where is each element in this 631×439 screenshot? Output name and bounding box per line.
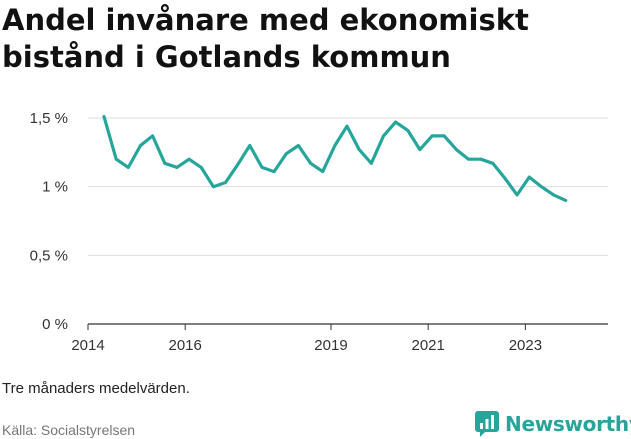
data-point <box>455 148 458 151</box>
data-point <box>151 134 155 138</box>
data-point <box>199 166 203 169</box>
x-tick-label: 2016 <box>169 337 202 354</box>
data-point <box>139 144 142 147</box>
newsworthy-logo: Newsworthy <box>475 409 631 439</box>
data-point <box>284 152 288 156</box>
data-point <box>236 163 240 167</box>
x-tick-label: 2014 <box>71 337 104 354</box>
newsworthy-logo-icon <box>475 411 499 437</box>
data-point <box>467 157 470 161</box>
data-point <box>175 166 179 169</box>
x-tick-label: 2021 <box>411 337 444 354</box>
data-point <box>540 185 543 189</box>
y-tick-label: 1,5 % <box>30 110 68 127</box>
chart-title-line-2: bistånd i Gotlands kommun <box>2 40 451 74</box>
data-point <box>515 193 519 197</box>
data-point <box>527 175 531 179</box>
data-point <box>503 177 507 180</box>
line-chart: 0 % 0,5 % 1 % 1,5 % 2014 2016 2019 2021 2023 <box>30 110 608 354</box>
data-point <box>357 148 361 151</box>
chart-note: Tre månaders medelvärden. <box>2 380 190 397</box>
y-tick-label: 1 % <box>42 179 68 196</box>
data-point <box>248 144 252 147</box>
series-line <box>102 115 568 203</box>
source-credit: Källa: Socialstyrelsen <box>2 422 136 438</box>
data-point <box>114 157 118 161</box>
y-tick-label: 0 % <box>42 316 68 333</box>
data-point <box>430 134 434 138</box>
data-point <box>442 134 446 138</box>
data-point <box>102 115 106 118</box>
chart-title: Andel invånare med ekonomiskt bistånd i … <box>2 2 622 76</box>
x-tick-label: 2019 <box>314 337 347 354</box>
data-point <box>212 185 215 189</box>
data-point <box>321 170 325 173</box>
data-point <box>406 129 410 132</box>
data-point <box>491 161 495 165</box>
chart-title-line-1: Andel invånare med ekonomiskt <box>2 3 529 37</box>
data-point <box>272 170 276 173</box>
data-point <box>163 161 167 165</box>
y-tick-label: 0,5 % <box>30 247 68 264</box>
x-tick-label: 2023 <box>509 337 542 354</box>
data-point <box>345 124 349 128</box>
data-point <box>126 166 130 169</box>
data-point <box>382 134 385 138</box>
data-point <box>552 193 555 197</box>
data-point <box>297 144 300 147</box>
data-point <box>187 157 191 161</box>
data-point <box>479 157 483 161</box>
data-point <box>333 144 337 147</box>
brand-name: Newsworthy <box>505 412 631 436</box>
data-point <box>564 199 568 202</box>
data-point <box>418 148 422 151</box>
data-point <box>260 166 264 169</box>
data-point <box>394 120 397 124</box>
data-point <box>369 161 373 165</box>
data-point <box>224 181 227 184</box>
data-point <box>309 161 312 165</box>
